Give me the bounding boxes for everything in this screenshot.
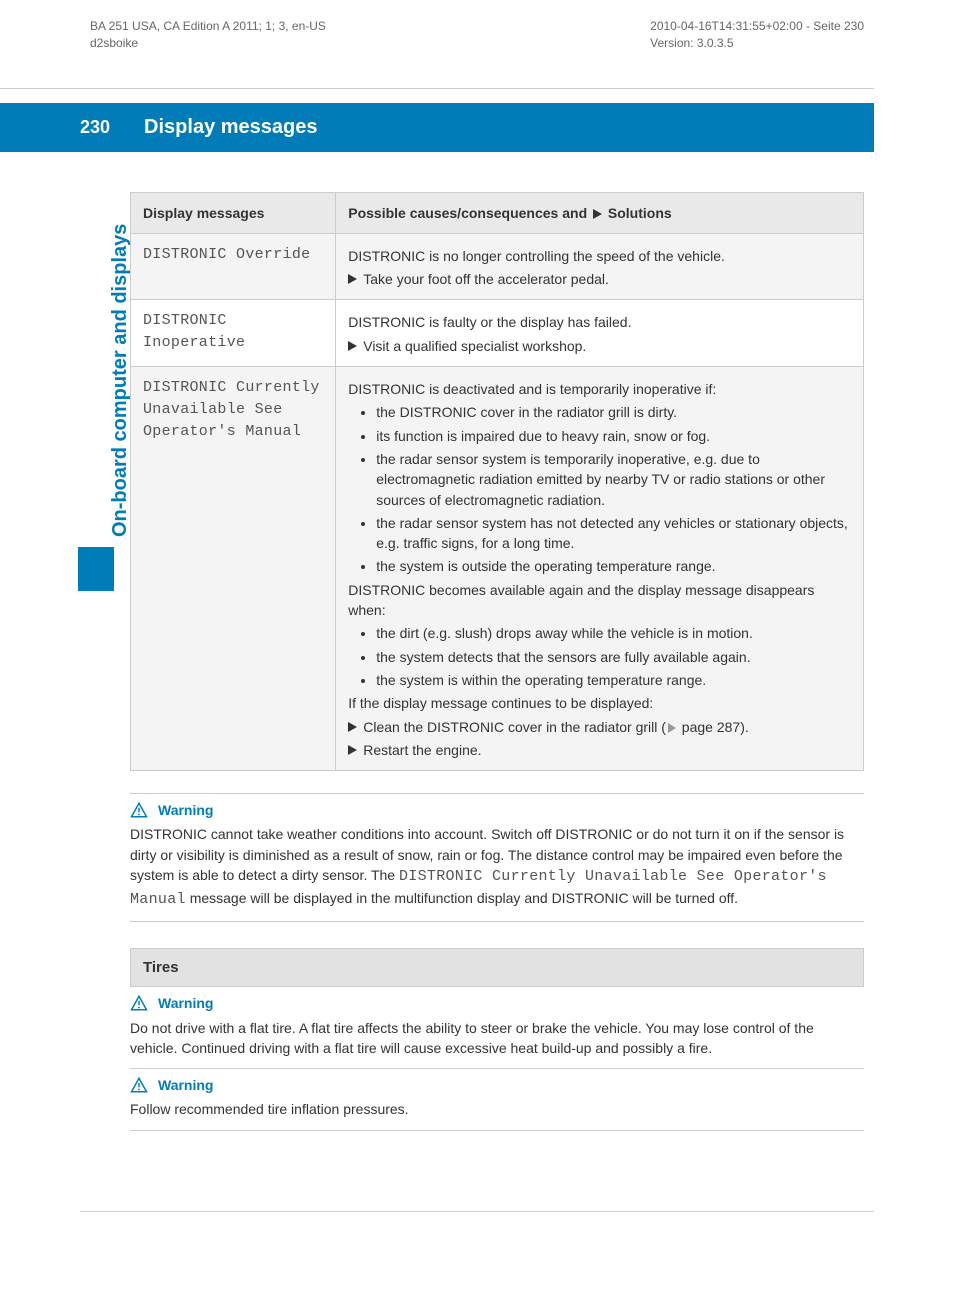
warning-heading: Warning	[130, 1075, 864, 1095]
warning-title: Warning	[158, 800, 213, 820]
warning-triangle-icon	[130, 801, 148, 819]
section-heading-tires: Tires	[130, 948, 864, 988]
cause-intro3: If the display message continues to be d…	[348, 693, 851, 713]
action-line: Visit a qualified specialist workshop.	[348, 336, 851, 356]
meta-right-line1: 2010-04-16T14:31:55+02:00 - Seite 230	[650, 18, 864, 35]
th-messages: Display messages	[131, 192, 336, 233]
page: BA 251 USA, CA Edition A 2011; 1; 3, en-…	[0, 0, 954, 1294]
page-title: Display messages	[124, 103, 874, 152]
warning-text: Do not drive with a flat tire. A flat ti…	[130, 1018, 864, 1059]
action-text: Take your foot off the accelerator pedal…	[363, 269, 609, 289]
action-triangle-icon	[348, 341, 357, 351]
warning-triangle-icon	[130, 994, 148, 1012]
msg-cell: DISTRONIC Currently Unavailable See Oper…	[131, 367, 336, 771]
warning-block: Warning Do not drive with a flat tire. A…	[130, 987, 864, 1069]
meta-left: BA 251 USA, CA Edition A 2011; 1; 3, en-…	[90, 18, 326, 52]
th-solutions: Possible causes/consequences and Solutio…	[336, 192, 864, 233]
meta-left-line1: BA 251 USA, CA Edition A 2011; 1; 3, en-…	[90, 18, 326, 35]
action-triangle-icon	[348, 745, 357, 755]
bullet-item: the system is outside the operating temp…	[376, 556, 851, 576]
th-causes-b: Solutions	[604, 205, 672, 221]
action-text: Clean the DISTRONIC cover in the radiato…	[363, 717, 749, 737]
solutions-triangle-icon	[593, 209, 602, 219]
page-number: 230	[0, 103, 124, 152]
cause-intro: DISTRONIC is no longer controlling the s…	[348, 246, 851, 266]
warning-title: Warning	[158, 993, 213, 1013]
bullet-item: its function is impaired due to heavy ra…	[376, 426, 851, 446]
cause-intro2: DISTRONIC becomes available again and th…	[348, 580, 851, 621]
bottom-rule	[80, 1211, 874, 1212]
meta-right: 2010-04-16T14:31:55+02:00 - Seite 230 Ve…	[650, 18, 864, 52]
meta-right-line2: Version: 3.0.3.5	[650, 35, 864, 52]
warning-block: Warning DISTRONIC cannot take weather co…	[130, 793, 864, 921]
content-area: On-board computer and displays Display m…	[0, 152, 954, 1171]
table-row: DISTRONIC Override DISTRONIC is no longe…	[131, 233, 864, 300]
warning-text: Follow recommended tire inflation pressu…	[130, 1099, 864, 1119]
messages-table: Display messages Possible causes/consequ…	[130, 192, 864, 772]
warning-text: DISTRONIC cannot take weather conditions…	[130, 824, 864, 910]
bullet-item: the radar sensor system has not detected…	[376, 513, 851, 554]
bullet-list: the dirt (e.g. slush) drops away while t…	[348, 623, 851, 690]
table-row: DISTRONIC Inoperative DISTRONIC is fault…	[131, 300, 864, 367]
cause-cell: DISTRONIC is no longer controlling the s…	[336, 233, 864, 300]
warning-heading: Warning	[130, 993, 864, 1013]
pageref-icon	[668, 723, 676, 733]
side-tab-text: On-board computer and displays	[106, 223, 135, 536]
msg-cell: DISTRONIC Override	[131, 233, 336, 300]
warning-triangle-icon	[130, 1076, 148, 1094]
action-line: Restart the engine.	[348, 740, 851, 760]
bullet-item: the radar sensor system is temporarily i…	[376, 449, 851, 510]
th-causes-a: Possible causes/consequences and	[348, 205, 591, 221]
cause-intro1: DISTRONIC is deactivated and is temporar…	[348, 379, 851, 399]
action-text: Restart the engine.	[363, 740, 481, 760]
bullet-item: the DISTRONIC cover in the radiator gril…	[376, 402, 851, 422]
warning-heading: Warning	[130, 800, 864, 820]
cause-cell: DISTRONIC is deactivated and is temporar…	[336, 367, 864, 771]
bullet-item: the system detects that the sensors are …	[376, 647, 851, 667]
action-line: Take your foot off the accelerator pedal…	[348, 269, 851, 289]
bullet-list: the DISTRONIC cover in the radiator gril…	[348, 402, 851, 576]
warning-block: Warning Follow recommended tire inflatio…	[130, 1069, 864, 1131]
cause-intro: DISTRONIC is faulty or the display has f…	[348, 312, 851, 332]
meta-header: BA 251 USA, CA Edition A 2011; 1; 3, en-…	[0, 0, 954, 66]
warning-title: Warning	[158, 1075, 213, 1095]
table-row: DISTRONIC Currently Unavailable See Oper…	[131, 367, 864, 771]
action-triangle-icon	[348, 274, 357, 284]
side-tab: On-board computer and displays	[78, 192, 114, 592]
bullet-item: the system is within the operating tempe…	[376, 670, 851, 690]
msg-cell: DISTRONIC Inoperative	[131, 300, 336, 367]
cause-cell: DISTRONIC is faulty or the display has f…	[336, 300, 864, 367]
page-header: 230 Display messages	[0, 103, 954, 152]
top-rule	[0, 88, 874, 89]
bullet-item: the dirt (e.g. slush) drops away while t…	[376, 623, 851, 643]
action-text: Visit a qualified specialist workshop.	[363, 336, 586, 356]
action-triangle-icon	[348, 722, 357, 732]
action-line: Clean the DISTRONIC cover in the radiato…	[348, 717, 851, 737]
meta-left-line2: d2sboike	[90, 35, 326, 52]
side-tab-block	[78, 547, 114, 591]
